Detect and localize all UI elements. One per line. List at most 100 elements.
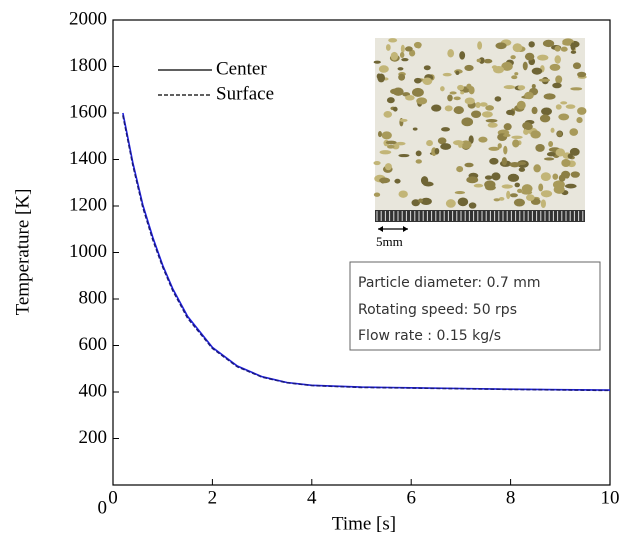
particle [556,131,563,137]
particle [415,150,422,157]
particle [434,147,440,155]
y-tick-label: 600 [79,334,108,355]
x-axis-label: Time [s] [332,513,396,534]
particle [388,38,398,43]
particle [543,93,556,100]
particle [514,72,519,76]
particle [378,65,389,73]
particle [411,199,421,207]
particle [385,44,391,51]
y-tick-label: 1400 [69,148,107,169]
particle [576,117,583,124]
y-tick-label: 200 [79,427,108,448]
particle [577,107,587,115]
particle [464,97,475,105]
particle [510,55,516,60]
y-tick-label: 1800 [69,55,107,76]
particle [552,180,565,190]
particle [570,42,576,51]
particle [377,131,382,138]
particle [416,97,428,105]
x-tick-label: 2 [208,487,218,508]
particle [522,121,532,130]
particle [423,65,431,71]
particle [420,197,432,206]
particle [437,137,447,145]
particle [373,60,381,64]
particle [390,51,399,61]
particle [550,127,555,133]
particle [373,192,381,197]
particle [552,82,562,89]
particle [512,43,523,53]
particle [478,57,485,64]
particle [441,127,450,132]
particle [560,46,568,52]
x-tick-label: 8 [506,487,516,508]
particle [531,67,543,75]
particle [507,173,520,182]
particle [387,144,395,149]
particle [415,159,422,164]
particle [476,58,482,63]
particle [495,42,507,50]
y-tick-label: 2000 [69,8,107,29]
particle [377,73,386,83]
particle [537,54,549,61]
x-tick-label: 6 [406,487,416,508]
note: Flow rate : 0.15 kg/s [358,328,501,344]
note: Rotating speed: 50 rps [358,302,517,318]
y-tick-label: 1200 [69,194,107,215]
particle [455,70,460,76]
particle [540,172,551,182]
particle [440,86,445,92]
legend-label: Center [216,58,267,79]
particle [445,199,456,208]
particle [554,55,561,64]
particle [409,49,416,57]
particle [564,183,577,189]
particle [383,111,393,118]
particle [392,143,400,150]
particle [511,135,523,139]
particle [570,50,577,54]
particle [485,119,498,123]
particle [493,66,505,74]
particle [373,161,381,166]
particle [415,42,422,49]
particle [478,136,488,143]
particle [481,111,493,118]
particle [440,143,452,150]
particle [555,75,563,84]
particle [459,51,466,60]
particle [572,62,582,70]
particle [431,104,442,112]
particle [466,176,479,184]
particle [444,105,453,112]
particle [489,157,499,165]
particle [401,58,409,62]
particle [466,83,472,90]
particle [543,157,555,161]
particle [461,117,474,127]
particle [524,52,535,61]
particle [555,148,566,157]
particle [411,87,424,97]
particle [506,109,515,116]
particle [570,171,580,178]
particle [390,88,399,95]
note: Particle diameter: 0.7 mm [358,275,541,291]
particle [517,188,523,193]
particle [420,176,429,185]
particle [395,141,406,146]
particle [414,77,422,84]
particle [538,78,551,82]
particle [555,104,562,110]
y-axis-label: Temperature [K] [12,189,33,316]
particle [570,87,583,91]
particle [546,152,556,157]
particle [493,198,501,202]
particle [531,84,536,89]
particle [516,100,526,110]
particle [535,143,545,152]
